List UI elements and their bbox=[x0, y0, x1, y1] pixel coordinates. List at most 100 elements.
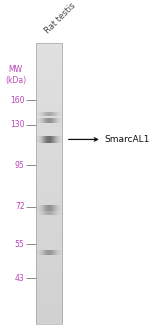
Bar bbox=[45, 112, 46, 116]
Bar bbox=[51, 118, 52, 123]
Bar bbox=[51, 211, 52, 215]
Bar bbox=[44, 250, 45, 255]
Bar bbox=[56, 118, 57, 123]
Bar bbox=[46, 205, 47, 211]
Bar bbox=[56, 250, 57, 255]
Bar bbox=[51, 136, 52, 143]
Bar bbox=[49, 205, 50, 211]
Bar bbox=[60, 136, 61, 143]
Text: 55: 55 bbox=[15, 240, 25, 249]
Bar bbox=[55, 112, 56, 116]
Bar bbox=[57, 211, 58, 215]
Bar bbox=[38, 136, 39, 143]
Bar bbox=[53, 211, 54, 215]
Bar bbox=[40, 136, 41, 143]
Bar bbox=[59, 211, 60, 215]
Text: 130: 130 bbox=[10, 121, 25, 129]
Bar bbox=[47, 211, 48, 215]
Bar bbox=[58, 211, 59, 215]
Bar bbox=[51, 112, 52, 116]
Bar bbox=[40, 205, 41, 211]
Bar bbox=[41, 250, 42, 255]
Bar bbox=[60, 211, 61, 215]
Bar bbox=[54, 205, 55, 211]
Bar bbox=[47, 250, 48, 255]
Bar bbox=[39, 250, 40, 255]
Bar bbox=[38, 205, 39, 211]
Bar bbox=[61, 250, 62, 255]
Bar bbox=[55, 205, 56, 211]
Bar bbox=[45, 136, 46, 143]
Bar bbox=[40, 118, 41, 123]
Bar bbox=[39, 118, 40, 123]
Bar bbox=[55, 211, 56, 215]
Bar bbox=[39, 136, 40, 143]
Bar bbox=[54, 136, 55, 143]
Bar bbox=[50, 118, 51, 123]
Bar bbox=[37, 211, 38, 215]
Bar bbox=[36, 43, 62, 324]
Bar bbox=[38, 112, 39, 116]
Bar bbox=[60, 205, 61, 211]
Bar bbox=[37, 118, 38, 123]
Bar bbox=[58, 118, 59, 123]
Bar bbox=[50, 205, 51, 211]
Bar bbox=[60, 118, 61, 123]
Bar bbox=[57, 250, 58, 255]
Bar bbox=[44, 205, 45, 211]
Bar bbox=[44, 112, 45, 116]
Bar bbox=[57, 112, 58, 116]
Bar bbox=[38, 211, 39, 215]
Bar bbox=[45, 118, 46, 123]
Bar bbox=[41, 118, 42, 123]
Bar bbox=[54, 211, 55, 215]
Bar bbox=[53, 118, 54, 123]
Bar bbox=[53, 112, 54, 116]
Bar bbox=[40, 211, 41, 215]
Bar bbox=[36, 136, 37, 143]
Bar bbox=[50, 136, 51, 143]
Bar bbox=[53, 250, 54, 255]
Bar bbox=[60, 250, 61, 255]
Bar bbox=[61, 118, 62, 123]
Bar bbox=[56, 211, 57, 215]
Bar bbox=[36, 205, 37, 211]
Bar bbox=[37, 250, 38, 255]
Bar bbox=[42, 205, 43, 211]
Bar bbox=[59, 118, 60, 123]
Bar bbox=[54, 112, 55, 116]
Bar bbox=[48, 136, 49, 143]
Bar bbox=[60, 112, 61, 116]
Bar bbox=[47, 112, 48, 116]
Bar bbox=[53, 205, 54, 211]
Bar bbox=[59, 250, 60, 255]
Bar bbox=[56, 205, 57, 211]
Bar bbox=[39, 112, 40, 116]
Bar bbox=[45, 205, 46, 211]
Bar bbox=[36, 118, 37, 123]
Bar bbox=[58, 250, 59, 255]
Bar bbox=[57, 205, 58, 211]
Text: 95: 95 bbox=[15, 161, 25, 170]
Bar bbox=[59, 112, 60, 116]
Bar bbox=[42, 211, 43, 215]
Bar bbox=[55, 118, 56, 123]
Bar bbox=[59, 136, 60, 143]
Bar bbox=[46, 136, 47, 143]
Bar bbox=[61, 211, 62, 215]
Bar bbox=[52, 112, 53, 116]
Text: 43: 43 bbox=[15, 274, 25, 283]
Bar bbox=[45, 250, 46, 255]
Bar bbox=[49, 112, 50, 116]
Bar bbox=[47, 205, 48, 211]
Bar bbox=[61, 136, 62, 143]
Bar bbox=[42, 118, 43, 123]
Bar bbox=[49, 118, 50, 123]
Bar bbox=[45, 211, 46, 215]
Bar bbox=[58, 112, 59, 116]
Bar bbox=[52, 205, 53, 211]
Bar bbox=[44, 136, 45, 143]
Bar bbox=[51, 250, 52, 255]
Bar bbox=[44, 118, 45, 123]
Bar bbox=[39, 211, 40, 215]
